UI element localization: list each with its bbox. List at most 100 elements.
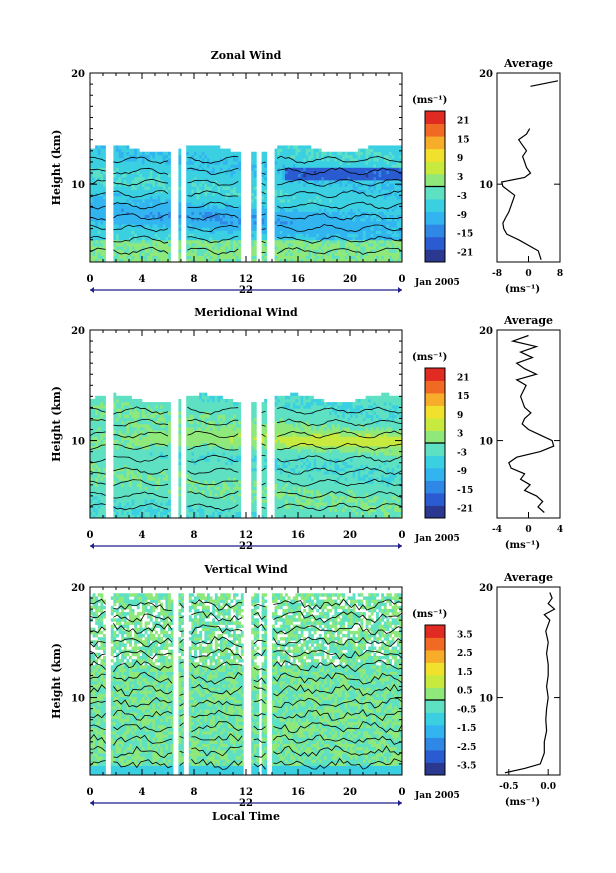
field-cell xyxy=(399,208,403,212)
field-cell xyxy=(290,236,294,241)
field-cell xyxy=(347,192,351,197)
field-cell xyxy=(157,183,161,187)
field-cell xyxy=(282,192,286,197)
field-cell xyxy=(97,164,101,168)
field-cell xyxy=(264,189,268,193)
x-tick-label: 4 xyxy=(139,274,146,285)
field-cell xyxy=(113,414,117,419)
field-cell xyxy=(131,502,135,506)
field-cell xyxy=(279,205,283,209)
field-cell xyxy=(152,233,156,238)
field-cell xyxy=(123,442,127,447)
field-cell xyxy=(292,173,296,178)
field-cell xyxy=(352,258,356,263)
field-cell xyxy=(134,417,138,422)
field-cell xyxy=(126,145,130,149)
field-cell xyxy=(131,217,135,222)
field-cell xyxy=(373,161,377,165)
field-cell xyxy=(303,233,307,238)
field-cell xyxy=(253,230,257,234)
field-cell xyxy=(308,154,312,159)
field-cell xyxy=(144,489,148,494)
field-cell xyxy=(186,161,190,165)
field-cell xyxy=(391,148,395,153)
field-cell xyxy=(201,164,205,168)
field-cell xyxy=(300,192,304,197)
field-cell xyxy=(196,230,200,234)
field-cell xyxy=(396,186,400,190)
field-cell xyxy=(103,499,106,503)
field-cell xyxy=(352,236,356,241)
field-cell xyxy=(391,176,395,181)
field-cell xyxy=(92,505,96,509)
field-cell xyxy=(389,199,392,203)
field-cell xyxy=(326,167,330,171)
field-cell xyxy=(129,161,132,165)
field-cell xyxy=(334,243,338,247)
field-cell xyxy=(100,199,104,203)
field-cell xyxy=(339,243,343,247)
field-cell xyxy=(113,258,117,263)
field-cell xyxy=(144,214,148,219)
field-cell xyxy=(97,161,101,165)
field-cell xyxy=(274,151,278,156)
field-cell xyxy=(381,164,385,168)
field-cell xyxy=(116,489,119,494)
field-cell xyxy=(363,224,366,228)
field-cell xyxy=(233,208,236,212)
field-cell xyxy=(178,246,182,250)
field-cell xyxy=(391,255,395,260)
field-cell xyxy=(217,161,221,165)
field-cell xyxy=(100,176,104,181)
field-cell xyxy=(329,202,333,206)
field-cell xyxy=(152,230,156,234)
field-cell xyxy=(100,189,104,193)
field-cell xyxy=(142,408,145,412)
field-cell xyxy=(113,467,117,472)
field-cell xyxy=(279,217,283,222)
field-cell xyxy=(95,417,99,422)
field-cell xyxy=(134,492,138,497)
field-cell xyxy=(279,158,283,162)
field-cell xyxy=(199,243,203,247)
field-cell xyxy=(287,192,291,197)
field-cell xyxy=(331,227,335,231)
field-cell xyxy=(285,192,288,197)
field-cell xyxy=(311,161,314,165)
field-cell xyxy=(118,258,122,263)
contour-line xyxy=(89,213,403,221)
field-cell xyxy=(277,227,281,231)
field-cell xyxy=(118,158,122,162)
field-cell xyxy=(227,258,231,263)
field-cell xyxy=(217,202,221,206)
field-cell xyxy=(100,427,104,431)
field-cell xyxy=(97,402,101,406)
field-cell xyxy=(214,189,218,193)
field-cell xyxy=(285,227,288,231)
field-cell xyxy=(233,205,236,209)
field-cell xyxy=(212,255,216,260)
field-cell xyxy=(238,173,242,178)
field-cell xyxy=(178,243,182,247)
field-cell xyxy=(394,258,398,263)
field-cell xyxy=(329,192,333,197)
field-cell xyxy=(103,202,106,206)
field-cell xyxy=(97,439,101,444)
field-cell xyxy=(396,258,400,263)
field-cell xyxy=(357,161,361,165)
field-cell xyxy=(196,151,200,156)
field-cell xyxy=(207,246,210,250)
field-cell xyxy=(92,499,96,503)
field-cell xyxy=(201,151,205,156)
field-cell xyxy=(277,246,281,250)
field-cell xyxy=(329,214,333,219)
field-cell xyxy=(230,243,234,247)
field-cell xyxy=(160,189,164,193)
field-cell xyxy=(188,246,192,250)
field-cell xyxy=(134,233,138,238)
field-cell xyxy=(168,227,171,231)
field-cell xyxy=(155,480,158,484)
field-cell xyxy=(129,464,132,469)
field-cell xyxy=(103,255,106,260)
field-cell xyxy=(152,464,156,469)
